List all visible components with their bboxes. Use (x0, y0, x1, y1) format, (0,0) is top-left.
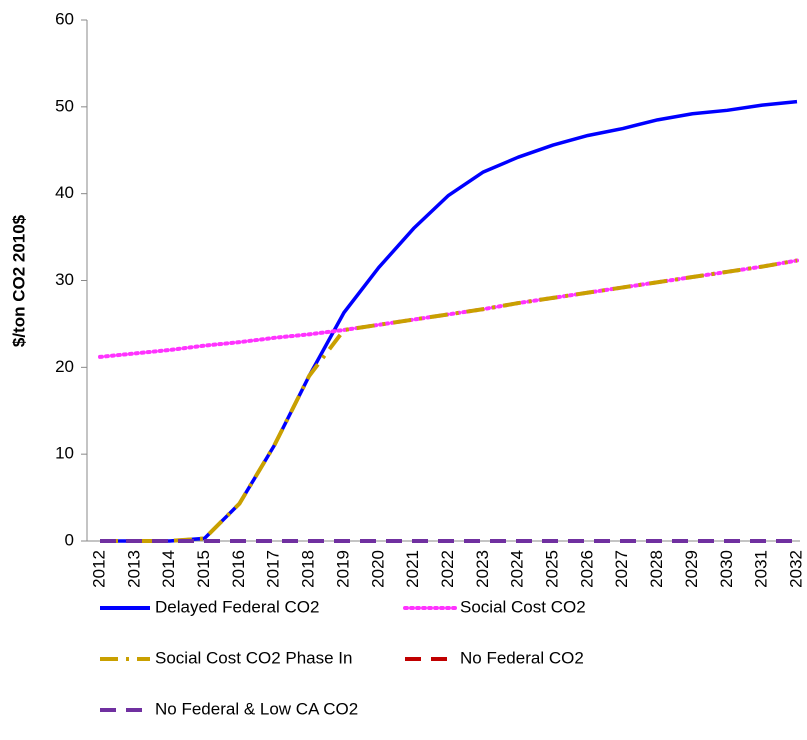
x-tick-label: 2015 (194, 550, 213, 588)
x-tick-label: 2013 (124, 550, 143, 588)
x-tick-label: 2020 (368, 550, 387, 588)
x-tick-label: 2029 (682, 550, 701, 588)
legend-label: Social Cost CO2 Phase In (155, 648, 352, 667)
x-tick-label: 2022 (438, 550, 457, 588)
y-tick-label: 30 (55, 270, 74, 289)
x-tick-label: 2030 (717, 550, 736, 588)
y-axis-label: $/ton CO2 2010$ (9, 214, 28, 347)
x-tick-label: 2031 (752, 550, 771, 588)
legend-label: Social Cost CO2 (460, 597, 586, 616)
y-tick-label: 60 (55, 9, 74, 28)
x-tick-label: 2027 (612, 550, 631, 588)
x-tick-label: 2021 (403, 550, 422, 588)
x-tick-label: 2025 (543, 550, 562, 588)
legend-label: No Federal & Low CA CO2 (155, 699, 358, 718)
x-tick-label: 2026 (577, 550, 596, 588)
legend-label: No Federal CO2 (460, 648, 584, 667)
x-tick-label: 2032 (786, 550, 805, 588)
y-tick-label: 50 (55, 96, 74, 115)
series-line (98, 258, 799, 359)
x-tick-label: 2019 (333, 550, 352, 588)
x-tick-label: 2017 (264, 550, 283, 588)
x-tick-label: 2023 (473, 550, 492, 588)
y-tick-label: 10 (55, 444, 74, 463)
x-tick-label: 2014 (159, 550, 178, 588)
x-tick-label: 2028 (647, 550, 666, 588)
x-tick-label: 2012 (89, 550, 108, 588)
x-tick-label: 2024 (508, 550, 527, 588)
series-line (100, 258, 798, 543)
y-tick-label: 40 (55, 183, 74, 202)
x-tick-label: 2016 (229, 550, 248, 588)
legend-label: Delayed Federal CO2 (155, 597, 319, 616)
series-line (100, 99, 798, 543)
y-tick-label: 20 (55, 357, 74, 376)
y-tick-label: 0 (65, 530, 74, 549)
x-tick-label: 2018 (299, 550, 318, 588)
